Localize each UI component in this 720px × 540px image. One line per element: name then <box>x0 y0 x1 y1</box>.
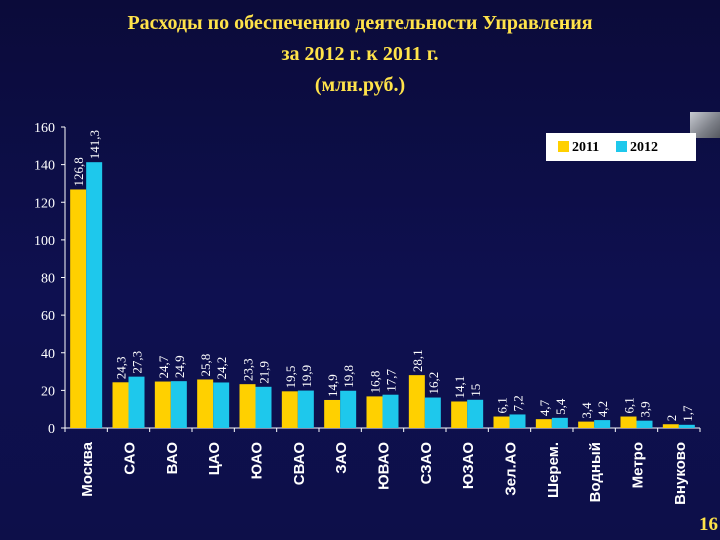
category-label-8: СЗАО <box>418 442 435 485</box>
bar-2012-1 <box>128 376 145 428</box>
bar-2012-4 <box>255 386 272 428</box>
data-label-2012-12: 4,2 <box>595 401 610 417</box>
data-label-2011-13: 6,1 <box>622 397 637 413</box>
bar-2011-1 <box>112 382 129 428</box>
data-label-2012-2: 24,9 <box>172 355 187 378</box>
category-label-3: ЦАО <box>206 442 223 476</box>
bar-2011-5 <box>281 391 298 428</box>
bar-2011-7 <box>366 396 383 428</box>
legend-label-2012: 2012 <box>630 140 658 155</box>
y-tick-label: 0 <box>48 422 55 437</box>
category-label-2: ВАО <box>164 442 181 475</box>
category-label-0: Москва <box>79 441 96 496</box>
data-label-2011-10: 6,1 <box>495 397 510 413</box>
data-label-2011-9: 14,1 <box>452 376 467 399</box>
data-label-2011-8: 28,1 <box>410 349 425 372</box>
bar-2011-4 <box>239 384 256 428</box>
data-label-2011-1: 24,3 <box>114 357 129 380</box>
bar-2012-3 <box>213 382 230 428</box>
category-label-13: Метро <box>630 442 647 488</box>
title-line-1: Расходы по обеспечению деятельности Упра… <box>127 12 593 34</box>
y-tick-label: 160 <box>34 121 55 136</box>
data-label-2012-0: 141,3 <box>87 130 102 159</box>
bar-2011-8 <box>408 375 425 428</box>
title-line-3: (млн.руб.) <box>314 74 406 96</box>
data-label-2012-10: 7,2 <box>511 395 526 411</box>
bar-2011-12 <box>578 421 595 428</box>
category-label-5: СВАО <box>291 442 308 486</box>
data-label-2011-0: 126,8 <box>71 157 86 186</box>
data-label-2012-6: 19,8 <box>341 365 356 388</box>
title-line-2: за 2012 г. к 2011 г. <box>281 43 439 65</box>
bar-2012-9 <box>467 399 484 428</box>
y-tick-label: 120 <box>34 196 55 211</box>
data-label-2011-12: 3,4 <box>579 402 594 419</box>
legend-item-2012: 2012 <box>616 140 658 156</box>
page-number: 16 <box>699 514 718 535</box>
bar-2012-6 <box>340 390 357 428</box>
category-label-4: ЮАО <box>249 442 266 480</box>
legend-swatch-2012 <box>616 141 627 152</box>
chart-legend: 2011 2012 <box>546 133 696 161</box>
legend-swatch-2011 <box>558 141 569 152</box>
data-label-2012-1: 27,3 <box>130 351 145 374</box>
data-label-2012-11: 5,4 <box>553 398 568 415</box>
bar-2012-13 <box>636 420 653 428</box>
y-tick-label: 40 <box>41 347 55 362</box>
data-label-2012-8: 16,2 <box>426 372 441 395</box>
data-label-2011-4: 23,3 <box>241 358 256 381</box>
data-label-2011-3: 25,8 <box>198 354 213 377</box>
data-label-2011-7: 16,8 <box>368 371 383 394</box>
category-label-6: ЗАО <box>333 442 350 474</box>
chart-title: Расходы по обеспечению деятельности Упра… <box>0 8 720 101</box>
y-tick-label: 20 <box>41 384 55 399</box>
bar-2012-12 <box>594 420 611 428</box>
bar-2012-11 <box>551 417 568 428</box>
bar-2011-11 <box>535 419 552 428</box>
bar-2011-14 <box>662 424 679 428</box>
category-label-11: Шерем. <box>545 442 562 498</box>
data-label-2011-6: 14,9 <box>325 374 340 397</box>
bar-2011-0 <box>70 189 87 428</box>
bar-2011-2 <box>154 381 171 428</box>
bar-2011-3 <box>197 379 214 428</box>
data-label-2012-9: 15 <box>468 384 483 397</box>
bar-2012-5 <box>297 390 314 428</box>
data-label-2011-11: 4,7 <box>537 399 552 416</box>
bar-2012-7 <box>382 394 399 428</box>
data-label-2012-5: 19,9 <box>299 365 314 388</box>
category-label-9: ЮЗАО <box>460 442 477 490</box>
y-tick-label: 140 <box>34 159 55 174</box>
data-label-2011-14: 2 <box>664 415 679 422</box>
category-label-10: Зел.АО <box>503 442 520 496</box>
y-tick-label: 100 <box>34 234 55 249</box>
bar-2011-13 <box>620 416 637 428</box>
bar-2012-8 <box>424 397 441 428</box>
data-label-2012-13: 3,9 <box>638 401 653 417</box>
bar-2011-10 <box>493 416 510 428</box>
bar-2012-14 <box>678 424 695 428</box>
data-label-2011-5: 19,5 <box>283 366 298 389</box>
data-label-2012-14: 1,7 <box>680 405 695 422</box>
bar-2012-2 <box>170 381 187 428</box>
bar-2012-0 <box>86 162 103 428</box>
legend-label-2011: 2011 <box>572 140 600 155</box>
data-label-2012-3: 24,2 <box>214 357 229 380</box>
category-label-14: Внуково <box>672 442 689 505</box>
y-tick-label: 60 <box>41 309 55 324</box>
data-label-2011-2: 24,7 <box>156 355 171 378</box>
legend-item-2011: 2011 <box>558 140 599 156</box>
category-label-1: САО <box>122 442 139 475</box>
bar-2011-6 <box>324 399 341 428</box>
data-label-2012-4: 21,9 <box>257 361 272 384</box>
data-label-2012-7: 17,7 <box>384 368 399 391</box>
bar-2011-9 <box>451 401 468 428</box>
y-tick-label: 80 <box>41 272 55 287</box>
category-label-7: ЮВАО <box>376 442 393 490</box>
category-label-12: Водный <box>587 442 604 502</box>
bar-2012-10 <box>509 414 526 428</box>
